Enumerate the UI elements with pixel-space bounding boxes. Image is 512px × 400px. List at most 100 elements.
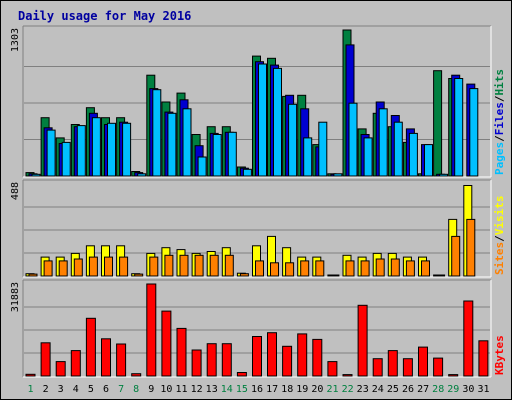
bar-pages — [393, 121, 403, 177]
day-label: 31 — [477, 384, 489, 395]
day-labels-group: 1 2 3 4 5 6 7 8 9 10 11 12 13 14 15 16 17 18 19 20 21 22 23 24 2… — [27, 384, 489, 395]
bar-pages — [378, 108, 388, 177]
bar-kbytes — [282, 345, 293, 377]
bar-pages — [122, 122, 132, 177]
bar-hits — [433, 70, 443, 177]
bar-kbytes — [131, 373, 142, 377]
day-label: 3 — [58, 384, 64, 395]
day-label: 16 — [251, 384, 263, 395]
bar-pages — [61, 141, 71, 177]
series-kbytes — [25, 283, 489, 377]
bar-pages — [182, 108, 192, 177]
legend-entry: KBytes — [493, 335, 506, 375]
day-label: 24 — [372, 384, 384, 395]
day-label: 7 — [118, 384, 124, 395]
ymax-label: 1303 — [10, 28, 21, 52]
legend-top: Pages/Files/Hits — [493, 69, 506, 175]
bar-pages — [273, 67, 282, 177]
bar-kbytes — [312, 338, 323, 377]
day-label: 30 — [462, 384, 474, 395]
bar-sites — [224, 254, 234, 277]
bar-kbytes — [161, 310, 172, 377]
bar-sites — [466, 218, 476, 277]
day-label: 2 — [43, 384, 49, 395]
bar-kbytes — [70, 350, 81, 377]
bar-sites — [451, 235, 461, 277]
bar-sites — [360, 260, 370, 277]
bar-sites — [73, 258, 83, 277]
day-label: 20 — [311, 384, 323, 395]
bar-sites — [345, 260, 355, 277]
day-label: 26 — [402, 384, 414, 395]
bar-pages — [408, 132, 418, 177]
bar-kbytes — [206, 343, 217, 377]
day-label: 22 — [342, 384, 354, 395]
bar-kbytes — [372, 358, 383, 377]
bar-kbytes — [327, 361, 338, 377]
bar-kbytes — [85, 317, 96, 377]
legend-entry: Pages — [493, 142, 506, 175]
bar-sites — [149, 256, 159, 277]
day-label: 4 — [73, 384, 79, 395]
bar-sites — [255, 260, 264, 277]
legend-entry: / — [493, 135, 506, 142]
bar-pages — [242, 168, 252, 177]
bar-kbytes — [252, 336, 262, 377]
bar-sites — [270, 262, 279, 277]
bar-sites — [43, 260, 53, 277]
bar-pages — [348, 102, 358, 177]
bar-kbytes — [433, 357, 444, 377]
ymax-label: 31883 — [10, 282, 21, 312]
bar-kbytes — [357, 304, 368, 377]
legend-entry: Sites — [493, 242, 506, 275]
bar-sites — [390, 258, 400, 277]
legend-entry: Files — [493, 102, 506, 135]
bar-sites — [134, 273, 144, 277]
bar-kbytes — [463, 300, 474, 377]
day-label: 17 — [266, 384, 278, 395]
bar-kbytes — [55, 361, 66, 377]
bar-kbytes — [146, 283, 157, 377]
bar-kbytes — [387, 350, 398, 377]
series-pages — [31, 63, 479, 177]
bar-sites — [375, 258, 385, 277]
legend-entry: / — [493, 235, 506, 242]
bar-pages — [303, 137, 313, 177]
bar-kbytes — [297, 333, 308, 377]
bar-pages — [333, 173, 343, 177]
bar-pages — [439, 173, 449, 177]
day-label: 12 — [191, 384, 203, 395]
bar-kbytes — [191, 349, 202, 377]
bar-sites — [104, 256, 113, 277]
bar-pages — [107, 122, 116, 177]
bar-pages — [76, 125, 86, 177]
day-label: 18 — [281, 384, 293, 395]
bar-kbytes — [176, 327, 187, 377]
bar-kbytes — [25, 373, 36, 377]
bar-pages — [46, 129, 56, 177]
bar-kbytes — [478, 340, 489, 377]
bar-sites — [28, 273, 38, 277]
bar-kbytes — [448, 374, 459, 377]
bar-sites — [405, 260, 415, 277]
bar-kbytes — [40, 342, 51, 377]
bar-sites — [330, 274, 340, 277]
day-label: 14 — [221, 384, 233, 395]
bar-pages — [212, 134, 222, 177]
bar-sites — [300, 260, 310, 277]
bar-kbytes — [342, 374, 353, 377]
bar-sites — [194, 254, 204, 277]
day-label: 27 — [417, 384, 429, 395]
bar-pages — [31, 173, 41, 177]
bar-kbytes — [236, 372, 247, 377]
panel-top: 1303 Pages/Files/Hits — [10, 25, 506, 178]
day-label: 23 — [357, 384, 369, 395]
bar-pages — [363, 137, 373, 177]
panel-bottom: 31883 KBytes — [10, 279, 506, 378]
bar-kbytes — [402, 358, 413, 377]
day-label: 6 — [103, 384, 109, 395]
day-label: 21 — [326, 384, 338, 395]
legend-middle: Sites/Visits — [493, 196, 506, 276]
bar-kbytes — [101, 338, 111, 377]
